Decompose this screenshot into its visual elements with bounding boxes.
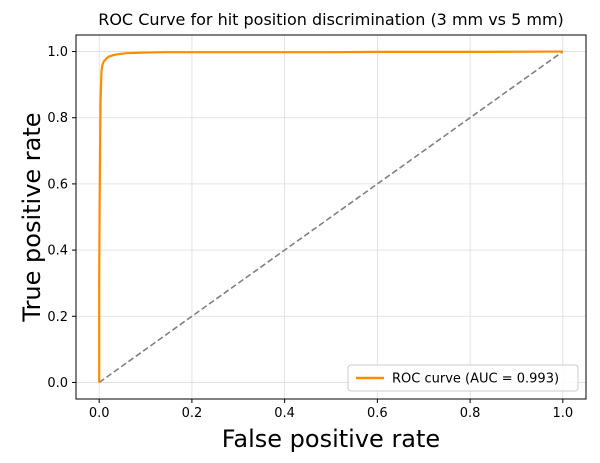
y-tick-label: 1.0 [47, 45, 68, 60]
x-tick-label: 0.8 [460, 406, 481, 421]
roc-curve-line [98, 50, 563, 383]
y-tick-label: 0.2 [47, 310, 68, 325]
y-axis-label: True positive rate [18, 112, 46, 322]
y-tick-label: 0.0 [47, 376, 68, 391]
x-axis-label: False positive rate [222, 425, 440, 453]
y-tick-label: 0.4 [47, 244, 68, 259]
tick-layer: 0.0 0.2 0.4 0.6 0.8 1.0 0.0 0.2 0.4 0.6 0.8 1.0 [47, 45, 573, 421]
x-tick-label: 0.0 [89, 406, 110, 421]
x-tick-label: 1.0 [552, 406, 573, 421]
series-layer [98, 50, 564, 384]
x-tick-label: 0.2 [182, 406, 203, 421]
legend-label: ROC curve (AUC = 0.993) [392, 372, 559, 387]
x-tick-label: 0.6 [367, 406, 388, 421]
plot-frame [75, 34, 587, 400]
legend: ROC curve (AUC = 0.993) [347, 364, 579, 392]
y-tick-label: 0.8 [47, 111, 68, 126]
y-tick-label: 0.6 [47, 177, 68, 192]
chart-title: ROC Curve for hit position discriminatio… [98, 10, 564, 29]
x-tick-label: 0.4 [274, 406, 295, 421]
chance-line [98, 50, 564, 384]
legend-box [347, 364, 579, 392]
